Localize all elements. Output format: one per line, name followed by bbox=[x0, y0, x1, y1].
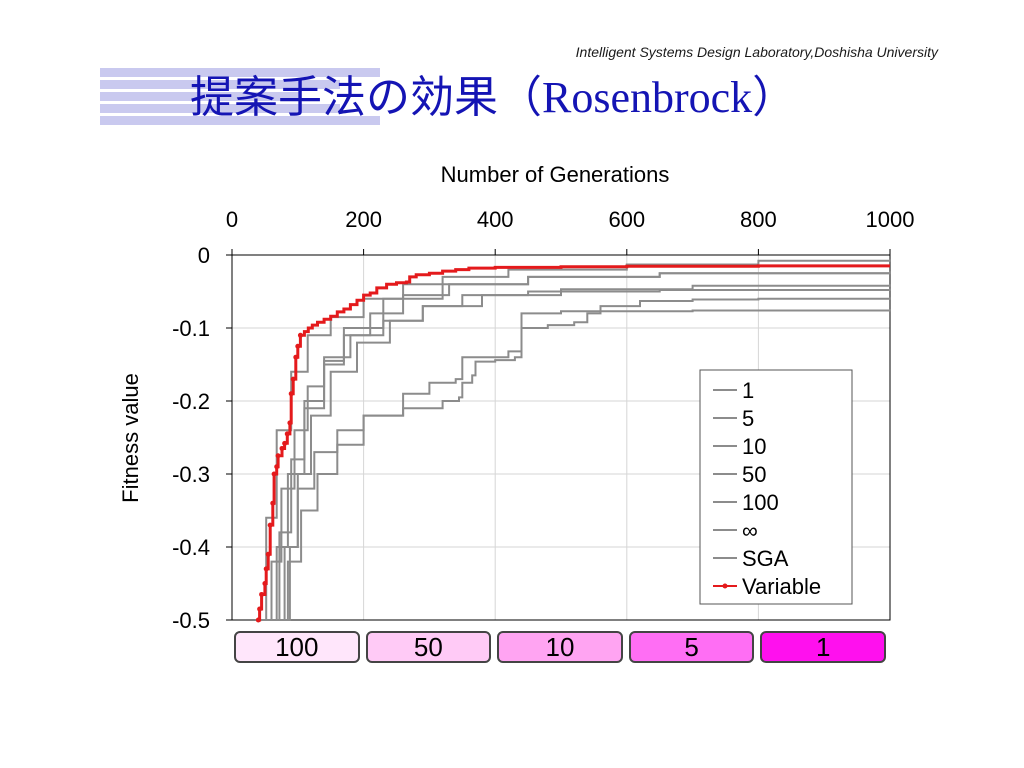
header-stripes bbox=[100, 68, 380, 128]
x-tick-label: 0 bbox=[226, 207, 238, 232]
variable-point bbox=[255, 617, 261, 623]
legend-label: ∞ bbox=[742, 518, 758, 543]
variable-point bbox=[297, 332, 303, 338]
variable-point bbox=[282, 440, 288, 446]
series-line-variable bbox=[258, 264, 890, 622]
variable-point bbox=[295, 343, 301, 349]
variable-point bbox=[275, 453, 281, 459]
lab-name: Intelligent Systems Design Laboratory,Do… bbox=[575, 44, 938, 60]
plot-frame bbox=[231, 254, 891, 621]
legend-label: Variable bbox=[742, 574, 821, 599]
x-tick-label: 800 bbox=[740, 207, 777, 232]
migration-interval-1: 1 bbox=[760, 631, 886, 663]
variable-point bbox=[257, 606, 263, 612]
x-axis-title: Number of Generations bbox=[441, 162, 670, 187]
variable-point bbox=[262, 581, 268, 586]
legend: 1 5 10 50 100 ∞ SGA Variable bbox=[699, 369, 853, 605]
y-tick-label: -0.1 bbox=[172, 316, 210, 341]
variable-point bbox=[267, 522, 273, 528]
migration-interval-10: 10 bbox=[497, 631, 623, 663]
migration-interval-100: 100 bbox=[234, 631, 360, 663]
x-tick-label: 200 bbox=[345, 207, 382, 232]
series-line-100 bbox=[279, 297, 891, 621]
legend-label: 10 bbox=[742, 434, 766, 459]
y-tick-label: -0.4 bbox=[172, 535, 210, 560]
legend-label: 100 bbox=[742, 490, 779, 515]
series-lines bbox=[255, 259, 891, 623]
y-axis-title: Fitness value bbox=[118, 373, 143, 503]
x-tick-labels: 0 200 400 600 800 1000 bbox=[226, 207, 915, 255]
series-line-10 bbox=[271, 272, 891, 621]
variable-point bbox=[259, 591, 265, 597]
variable-point bbox=[279, 445, 285, 451]
variable-point bbox=[293, 354, 299, 360]
variable-point bbox=[290, 376, 296, 382]
variable-point bbox=[263, 566, 269, 572]
x-tick-label: 400 bbox=[477, 207, 514, 232]
y-tick-label: 0 bbox=[198, 243, 210, 268]
variable-point bbox=[287, 420, 293, 426]
legend-label: 5 bbox=[742, 406, 754, 431]
legend-marker bbox=[722, 583, 728, 589]
x-tick-label: 600 bbox=[608, 207, 645, 232]
variable-point bbox=[284, 431, 290, 437]
migration-interval-50: 50 bbox=[365, 631, 492, 663]
slide-title: 提案手法の効果（Rosenbrock） bbox=[190, 73, 797, 122]
variable-point bbox=[271, 471, 277, 477]
legend-label: 1 bbox=[742, 378, 754, 403]
y-tick-label: -0.5 bbox=[172, 608, 210, 633]
variable-point bbox=[270, 500, 276, 506]
fitness-chart: Number of Generations Fitness value 0 200… bbox=[118, 162, 915, 633]
y-tick-label: -0.3 bbox=[172, 462, 210, 487]
series-line-50 bbox=[274, 309, 891, 621]
legend-label: SGA bbox=[742, 546, 789, 571]
legend-box bbox=[699, 369, 853, 605]
variable-point bbox=[288, 391, 294, 397]
migration-interval-row: 100 50 10 5 1 bbox=[230, 631, 894, 667]
y-tick-labels: 0 -0.1 -0.2 -0.3 -0.4 -0.5 bbox=[172, 243, 232, 633]
variable-point bbox=[265, 551, 271, 557]
x-tick-label: 1000 bbox=[866, 207, 915, 232]
y-tick-label: -0.2 bbox=[172, 389, 210, 414]
variable-point bbox=[274, 464, 280, 470]
legend-label: 50 bbox=[742, 462, 766, 487]
series-line-∞ bbox=[283, 288, 891, 621]
migration-interval-5: 5 bbox=[628, 631, 755, 663]
